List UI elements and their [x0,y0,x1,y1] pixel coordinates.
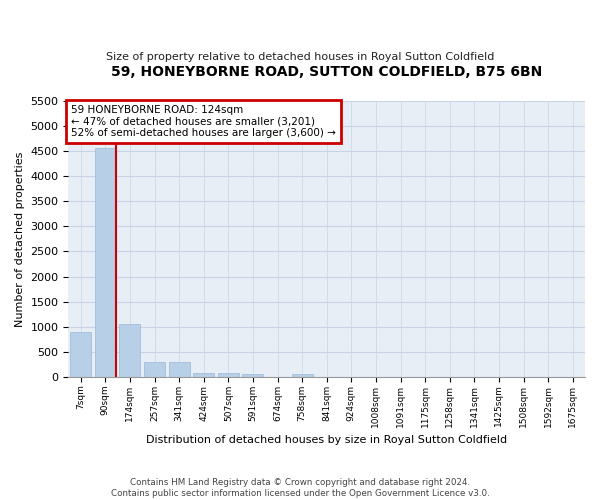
Bar [70,332,91,377]
Bar [144,362,165,377]
Text: Contains HM Land Registry data © Crown copyright and database right 2024.
Contai: Contains HM Land Registry data © Crown c… [110,478,490,498]
Bar [119,324,140,377]
Y-axis label: Number of detached properties: Number of detached properties [15,152,25,326]
Bar [169,362,190,377]
Bar [193,373,214,377]
X-axis label: Distribution of detached houses by size in Royal Sutton Coldfield: Distribution of detached houses by size … [146,435,507,445]
Text: Size of property relative to detached houses in Royal Sutton Coldfield: Size of property relative to detached ho… [106,52,494,62]
Text: 59 HONEYBORNE ROAD: 124sqm
← 47% of detached houses are smaller (3,201)
52% of s: 59 HONEYBORNE ROAD: 124sqm ← 47% of deta… [71,105,336,138]
Bar [218,374,239,377]
Title: 59, HONEYBORNE ROAD, SUTTON COLDFIELD, B75 6BN: 59, HONEYBORNE ROAD, SUTTON COLDFIELD, B… [111,65,542,79]
Bar [95,148,116,377]
Bar [242,374,263,377]
Bar [292,374,313,377]
